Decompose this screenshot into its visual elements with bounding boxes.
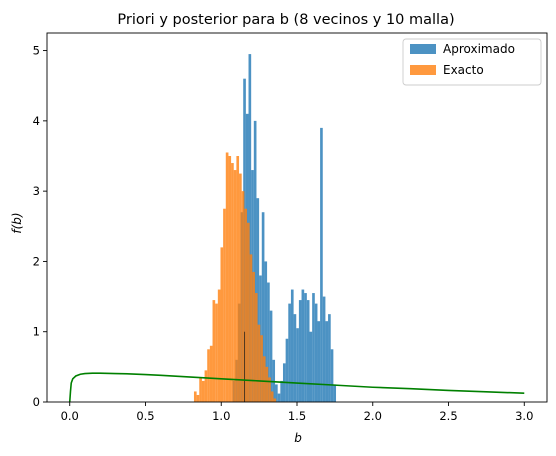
x-tick-label-0: 0.0 bbox=[61, 409, 79, 423]
bar-exacto-0 bbox=[193, 391, 197, 402]
legend-swatch-0 bbox=[410, 44, 436, 54]
bar-exacto-23 bbox=[254, 293, 258, 402]
bar-aproximado-37 bbox=[330, 349, 334, 402]
bar-exacto-2 bbox=[199, 377, 202, 402]
bar-aproximado-6 bbox=[248, 54, 252, 402]
x-tick-label-4: 2.0 bbox=[364, 409, 382, 423]
y-tick-label-5: 5 bbox=[33, 44, 40, 58]
y-tick-label-4: 4 bbox=[33, 114, 40, 128]
x-tick-label-2: 1.0 bbox=[212, 409, 230, 423]
legend-swatch-1 bbox=[410, 65, 436, 75]
bar-aproximado-36 bbox=[328, 314, 331, 402]
bar-exacto-1 bbox=[196, 394, 200, 402]
bar-aproximado-13 bbox=[267, 282, 270, 402]
bar-exacto-16 bbox=[236, 156, 240, 402]
y-tick-label-0: 0 bbox=[33, 395, 40, 409]
x-tick-label-5: 2.5 bbox=[439, 409, 457, 423]
bar-exacto-12 bbox=[225, 152, 229, 402]
y-tick-label-2: 2 bbox=[33, 254, 40, 268]
bar-exacto-4 bbox=[204, 370, 208, 402]
x-tick-label-1: 0.5 bbox=[136, 409, 154, 423]
y-tick-label-3: 3 bbox=[33, 184, 40, 198]
legend-label-0: Aproximado bbox=[443, 42, 515, 56]
bar-exacto-7 bbox=[212, 300, 216, 402]
bar-aproximado-17 bbox=[277, 393, 281, 402]
bar-exacto-29 bbox=[270, 391, 274, 402]
bar-aproximado-38 bbox=[333, 384, 337, 402]
bar-aproximado-15 bbox=[272, 359, 276, 402]
bar-aproximado-8 bbox=[253, 120, 257, 402]
legend-box bbox=[402, 38, 542, 86]
x-tick-label-6: 3.0 bbox=[515, 409, 533, 423]
bar-aproximado-23 bbox=[293, 314, 297, 402]
bar-aproximado-21 bbox=[288, 303, 291, 402]
chart-title: Priori y posterior para b (8 vecinos y 1… bbox=[117, 12, 454, 28]
bar-exacto-21 bbox=[249, 254, 253, 402]
bar-exacto-14 bbox=[231, 163, 234, 402]
bar-exacto-24 bbox=[257, 324, 261, 402]
bar-aproximado-9 bbox=[256, 198, 260, 402]
bar-exacto-11 bbox=[223, 208, 226, 402]
bar-exacto-6 bbox=[209, 345, 213, 402]
bar-exacto-19 bbox=[244, 208, 247, 402]
y-axis-label: f(b) bbox=[10, 212, 24, 233]
bar-exacto-8 bbox=[215, 303, 218, 402]
bar-aproximado-16 bbox=[275, 384, 278, 402]
bar-aproximado-25 bbox=[298, 300, 302, 402]
bar-exacto-25 bbox=[260, 335, 263, 402]
bar-exacto-15 bbox=[233, 170, 237, 402]
bar-aproximado-12 bbox=[264, 261, 268, 402]
bar-exacto-10 bbox=[220, 247, 224, 402]
x-tick-label-3: 1.5 bbox=[288, 409, 306, 423]
bar-exacto-30 bbox=[273, 398, 277, 402]
x-axis-label: b bbox=[294, 431, 302, 445]
bar-exacto-9 bbox=[217, 289, 221, 402]
bar-aproximado-34 bbox=[322, 296, 326, 402]
bar-exacto-13 bbox=[228, 156, 232, 402]
bar-exacto-27 bbox=[265, 366, 269, 402]
bar-aproximado-33 bbox=[320, 127, 323, 402]
bar-exacto-22 bbox=[252, 271, 255, 402]
bar-aproximado-28 bbox=[306, 300, 310, 402]
bar-exacto-17 bbox=[239, 173, 242, 402]
bar-exacto-3 bbox=[201, 380, 205, 402]
bar-aproximado-35 bbox=[325, 321, 329, 402]
bar-aproximado-31 bbox=[314, 303, 318, 402]
bar-aproximado-20 bbox=[285, 338, 289, 402]
legend-label-1: Exacto bbox=[443, 63, 484, 77]
bar-aproximado-30 bbox=[312, 293, 315, 402]
bar-aproximado-22 bbox=[290, 289, 294, 402]
bar-aproximado-18 bbox=[280, 380, 283, 402]
bar-aproximado-29 bbox=[309, 331, 313, 402]
x-axis-ticks: 0.0 0.5 1.0 1.5 2.0 2.5 3.0 bbox=[61, 402, 533, 423]
bar-exacto-5 bbox=[207, 349, 210, 402]
bar-aproximado-14 bbox=[269, 310, 273, 402]
bar-aproximado-32 bbox=[317, 321, 321, 402]
bar-aproximado-27 bbox=[304, 293, 307, 402]
bar-exacto-26 bbox=[262, 356, 266, 402]
plot-area bbox=[46, 32, 548, 403]
bar-exacto-18 bbox=[241, 191, 245, 402]
bar-aproximado-11 bbox=[261, 212, 265, 402]
bar-aproximado-24 bbox=[296, 328, 299, 402]
prior-line bbox=[68, 372, 525, 403]
bar-aproximado-26 bbox=[301, 289, 305, 402]
y-axis-ticks: 0 1 2 3 4 5 bbox=[33, 44, 47, 409]
y-tick-label-1: 1 bbox=[33, 325, 40, 339]
bar-exacto-28 bbox=[268, 377, 271, 402]
bar-exacto-20 bbox=[247, 222, 250, 402]
legend: Aproximado Exacto bbox=[402, 38, 542, 86]
